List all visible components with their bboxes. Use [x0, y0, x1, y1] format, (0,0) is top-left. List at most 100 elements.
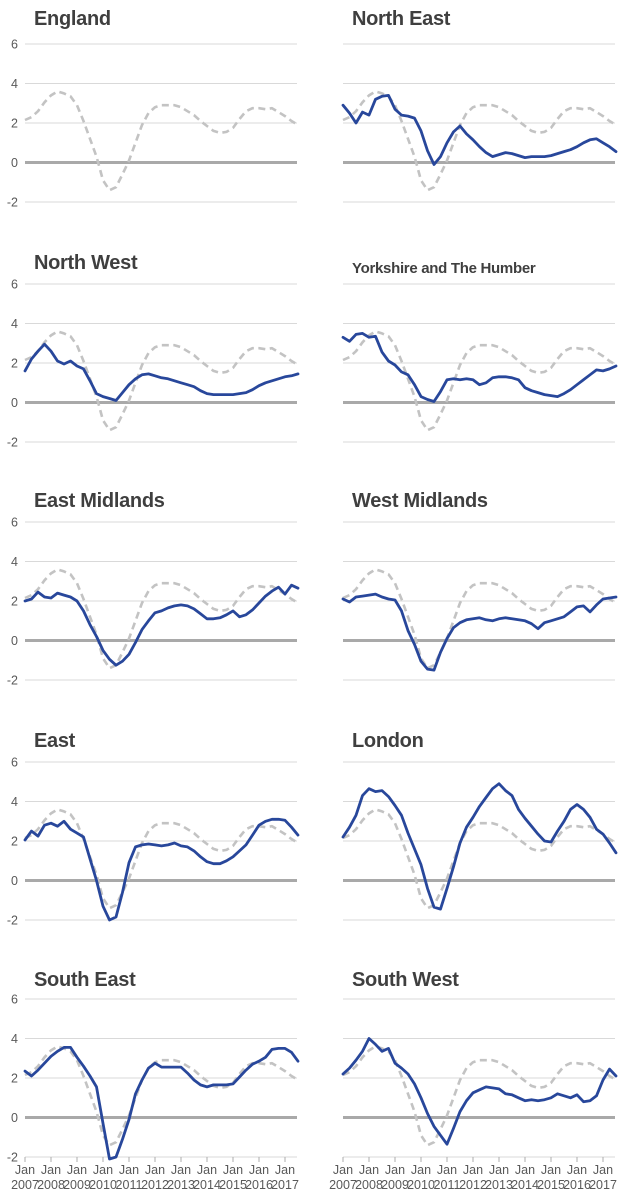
chart-canvas: 6 4 2 0 -2	[7, 756, 300, 928]
x-axis-year-label: 2007	[11, 1178, 39, 1192]
y-axis-tick-label: 2	[11, 595, 18, 609]
x-axis-year-label: 2014	[193, 1178, 221, 1192]
chart-plot-east-midlands: 6 4 2 0 -2	[0, 514, 318, 705]
chart-plot-south-west: Jan 2007 Jan 2008 Jan 2009 Jan 2010 Jan 2011 Jan 20…	[318, 991, 636, 1202]
england-reference-line	[342, 90, 617, 192]
chart-plot-north-east	[318, 36, 636, 227]
y-axis-tick-label: -2	[7, 1151, 18, 1165]
y-axis-tick-label: 4	[11, 317, 18, 331]
y-axis-tick-label: 0	[11, 396, 18, 410]
x-axis-year-label: 2017	[589, 1178, 617, 1192]
region-trend-line	[341, 94, 618, 166]
region-trend-line	[23, 1046, 300, 1161]
y-axis-tick-label: 4	[11, 1032, 18, 1046]
chart-title-yorkshire-and-the-humber: Yorkshire and The Humber	[352, 260, 536, 277]
x-axis-month-label: Jan	[359, 1163, 379, 1177]
x-axis-year-label: 2010	[89, 1178, 117, 1192]
x-axis-year-label: 2015	[219, 1178, 247, 1192]
x-axis-month-label: Jan	[197, 1163, 217, 1177]
england-reference-line	[24, 90, 299, 192]
chart-west-midlands: West Midlands	[318, 478, 636, 716]
england-reference-line	[342, 568, 617, 670]
chart-canvas: 6 4 2 0 -2	[7, 38, 299, 210]
y-axis-tick-label: 6	[11, 993, 18, 1007]
chart-title-north-east: North East	[352, 8, 451, 30]
x-axis-year-label: 2014	[511, 1178, 539, 1192]
x-axis-year-label: 2010	[407, 1178, 435, 1192]
chart-plot-south-east: 6 4 2 0 -2 Jan 2007 Jan 2008 Jan 2009 Jan 2010 Jan 201…	[0, 991, 318, 1202]
y-axis-tick-label: 2	[11, 357, 18, 371]
x-axis-year-label: 2011	[434, 1178, 461, 1192]
chart-canvas	[341, 761, 618, 921]
x-axis-month-label: Jan	[437, 1163, 457, 1177]
chart-plot-west-midlands	[318, 514, 636, 705]
chart-yorkshire-and-the-humber: Yorkshire and The Humber	[318, 240, 636, 478]
y-axis-tick-label: -2	[7, 674, 18, 688]
x-axis-month-label: Jan	[67, 1163, 87, 1177]
x-axis-year-label: 2012	[459, 1178, 487, 1192]
region-trend-line	[23, 817, 300, 922]
region-trend-line	[341, 782, 618, 911]
region-trend-line	[23, 342, 300, 402]
y-axis-tick-label: 4	[11, 77, 18, 91]
chart-title-london: London	[352, 730, 424, 752]
chart-title-north-west: North West	[34, 252, 138, 274]
england-reference-line	[24, 330, 299, 432]
chart-title-west-midlands: West Midlands	[352, 490, 488, 512]
x-axis-month-label: Jan	[119, 1163, 139, 1177]
y-axis-tick-label: -2	[7, 196, 18, 210]
x-axis-year-label: 2008	[355, 1178, 383, 1192]
y-axis-tick-label: 6	[11, 278, 18, 292]
england-reference-line	[24, 808, 299, 910]
chart-england: England 6 4 2 0 -2	[0, 0, 318, 238]
chart-east-midlands: East Midlands 6 4 2 0 -2	[0, 478, 318, 716]
chart-canvas: 6 4 2 0 -2	[7, 278, 300, 450]
x-axis-month-label: Jan	[567, 1163, 587, 1177]
chart-south-west: South West Jan 2007 Jan 2008 Jan 2009 Jan 2010 J…	[318, 955, 636, 1202]
x-axis-month-label: Jan	[275, 1163, 295, 1177]
chart-title-south-west: South West	[352, 969, 459, 991]
chart-south-east: South East 6 4 2 0 -2 Jan 2007 Jan 2008 Jan 2009 Ja…	[0, 955, 318, 1202]
y-axis-tick-label: 0	[11, 634, 18, 648]
chart-canvas: 6 4 2 0 -2	[7, 516, 300, 688]
x-axis-month-label: Jan	[463, 1163, 483, 1177]
chart-canvas: 6420-2Jan2007Jan2008Jan2009Jan2010Jan201…	[7, 993, 300, 1192]
x-axis-year-label: 2009	[381, 1178, 409, 1192]
chart-plot-east: 6 4 2 0 -2	[0, 754, 318, 945]
x-axis-year-label: 2007	[329, 1178, 357, 1192]
y-axis-tick-label: 0	[11, 1111, 18, 1125]
y-axis-tick-label: 2	[11, 835, 18, 849]
x-axis-year-label: 2009	[63, 1178, 91, 1192]
chart-title-england: England	[34, 8, 111, 30]
region-trend-line	[341, 1037, 618, 1146]
y-axis-tick-label: 0	[11, 874, 18, 888]
x-axis-year-label: 2008	[37, 1178, 65, 1192]
england-reference-line	[342, 330, 617, 432]
chart-plot-england: 6 4 2 0 -2	[0, 36, 318, 227]
x-axis-year-label: 2012	[141, 1178, 169, 1192]
y-axis-tick-label: -2	[7, 914, 18, 928]
x-axis-year-label: 2013	[485, 1178, 513, 1192]
y-axis-tick-label: -2	[7, 436, 18, 450]
y-axis-tick-label: 4	[11, 555, 18, 569]
x-axis-year-label: 2015	[537, 1178, 565, 1192]
chart-title-east: East	[34, 730, 76, 752]
x-axis-month-label: Jan	[15, 1163, 35, 1177]
x-axis-year-label: 2011	[116, 1178, 143, 1192]
x-axis-year-label: 2016	[563, 1178, 591, 1192]
chart-canvas	[341, 521, 618, 681]
x-axis-year-label: 2017	[271, 1178, 299, 1192]
chart-london: London	[318, 718, 636, 956]
x-axis-month-label: Jan	[223, 1163, 243, 1177]
x-axis-month-label: Jan	[171, 1163, 191, 1177]
chart-plot-north-west: 6 4 2 0 -2	[0, 276, 318, 467]
x-axis-month-label: Jan	[541, 1163, 561, 1177]
england-reference-line	[24, 568, 299, 670]
x-axis-year-label: 2016	[245, 1178, 273, 1192]
chart-north-west: North West 6 4 2 0 -2	[0, 240, 318, 478]
x-axis-month-label: Jan	[489, 1163, 509, 1177]
chart-canvas: Jan2007Jan2008Jan2009Jan2010Jan2011Jan20…	[329, 998, 618, 1192]
chart-title-east-midlands: East Midlands	[34, 490, 165, 512]
x-axis-month-label: Jan	[249, 1163, 269, 1177]
